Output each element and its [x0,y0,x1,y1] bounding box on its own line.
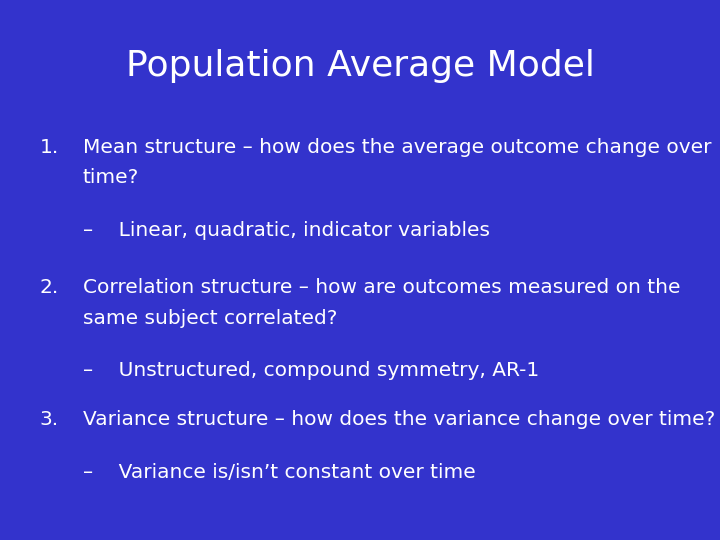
Text: Population Average Model: Population Average Model [125,49,595,83]
Text: –    Variance is/isn’t constant over time: – Variance is/isn’t constant over time [83,463,475,482]
Text: –    Linear, quadratic, indicator variables: – Linear, quadratic, indicator variables [83,221,490,240]
Text: same subject correlated?: same subject correlated? [83,309,337,328]
Text: Mean structure – how does the average outcome change over: Mean structure – how does the average ou… [83,138,711,157]
Text: 1.: 1. [40,138,59,157]
Text: 2.: 2. [40,278,59,297]
Text: time?: time? [83,168,139,187]
Text: Variance structure – how does the variance change over time?: Variance structure – how does the varian… [83,410,715,429]
Text: Correlation structure – how are outcomes measured on the: Correlation structure – how are outcomes… [83,278,680,297]
Text: 3.: 3. [40,410,59,429]
Text: –    Unstructured, compound symmetry, AR-1: – Unstructured, compound symmetry, AR-1 [83,361,539,380]
